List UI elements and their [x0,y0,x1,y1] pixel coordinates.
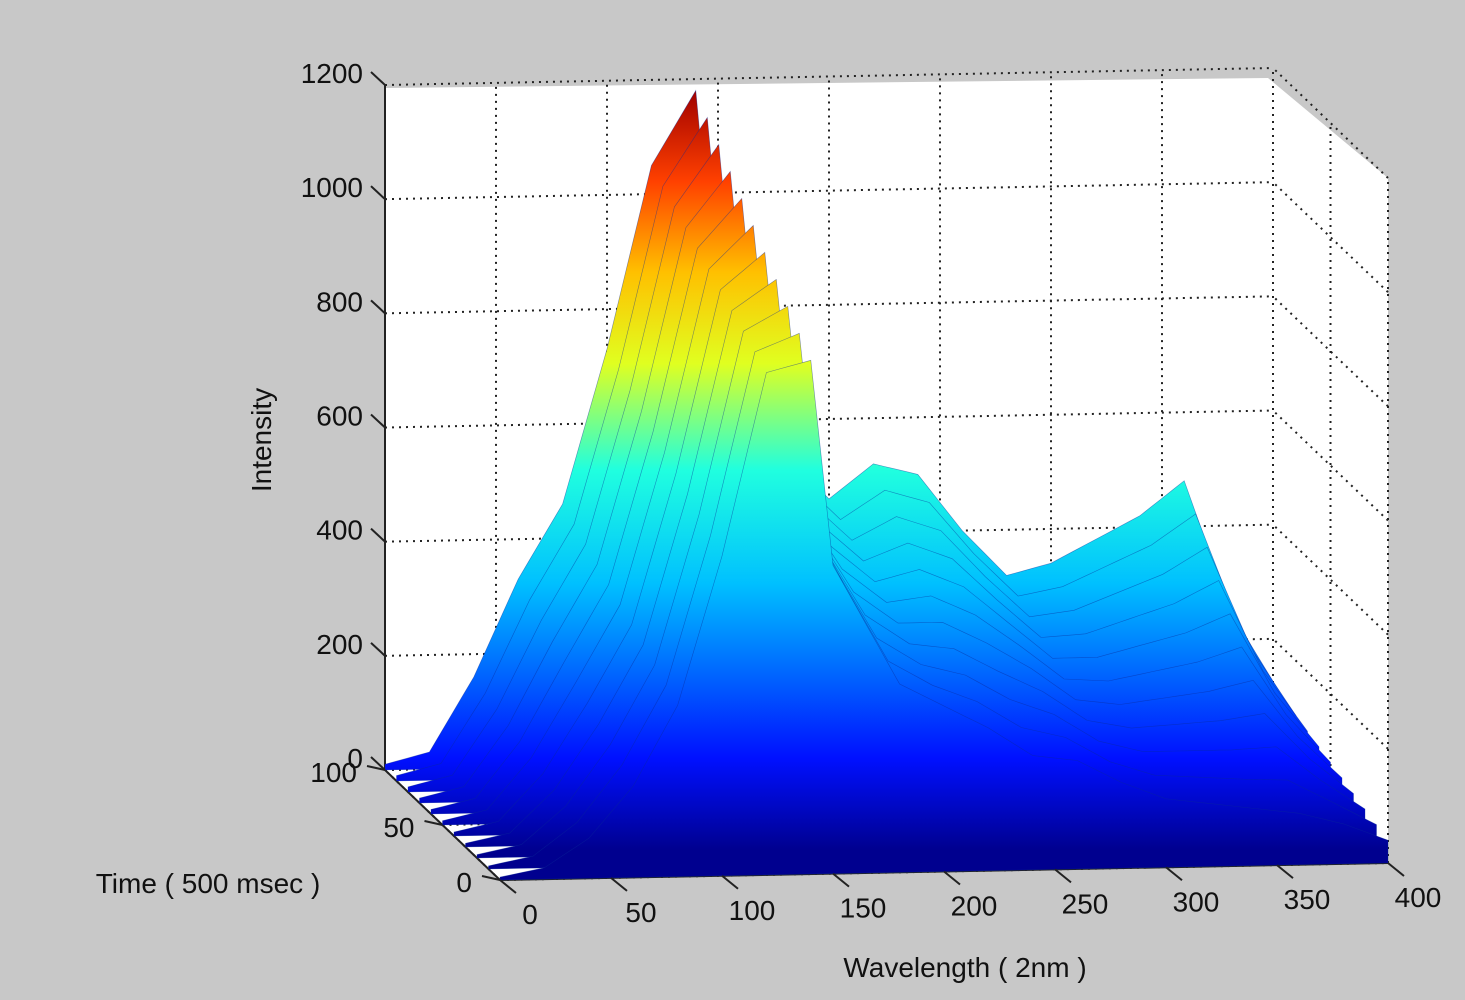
z-tick-label: 600 [316,401,363,432]
grid-line [384,523,1274,543]
z-tick [370,71,386,86]
x-tick [1054,868,1072,884]
x-tick [1387,862,1405,877]
x-tick [1165,866,1183,882]
surface-slices [384,89,1389,881]
grid-line [384,67,1274,86]
x-tick-label: 0 [522,899,538,930]
x-tick-label: 150 [840,893,887,924]
z-tick-label: 200 [316,629,363,660]
x-tick [499,879,517,894]
x-tick [943,870,961,886]
y-tick-label: 50 [383,812,414,843]
z-tick [370,527,386,543]
x-tick [610,877,628,892]
z-tick [370,756,386,771]
x-tick-label: 300 [1173,886,1220,917]
grid-line [384,409,1274,429]
z-tick-label: 400 [316,515,363,546]
x-tick-label: 200 [951,891,998,922]
z-tick [370,185,386,200]
x-tick [832,872,850,888]
y-tick-label: 100 [310,757,357,788]
z-tick [370,642,386,657]
y-tick [481,875,501,881]
z-axis-label: Intensity [246,388,277,492]
y-tick-label: 0 [456,867,472,898]
y-axis-label: Time ( 500 msec ) [96,868,321,899]
x-tick-label: 350 [1284,884,1331,915]
x-tick-label: 400 [1395,882,1442,913]
z-tick-label: 1200 [301,58,363,89]
x-tick-label: 100 [729,895,776,926]
x-tick [1276,864,1294,879]
z-tick [370,299,386,315]
y-tick [366,765,386,771]
surface-slice [499,359,1389,881]
x-tick-label: 50 [625,897,656,928]
grid-line [384,295,1274,315]
y-tick [424,820,443,826]
x-axis-label: Wavelength ( 2nm ) [843,952,1086,983]
z-tick-label: 800 [316,286,363,317]
z-tick-label: 0 [347,743,363,774]
grid-line [384,181,1274,201]
z-tick-label: 1000 [301,172,363,203]
x-tick-label: 250 [1062,888,1109,919]
x-tick [721,874,739,890]
z-tick [370,413,386,429]
